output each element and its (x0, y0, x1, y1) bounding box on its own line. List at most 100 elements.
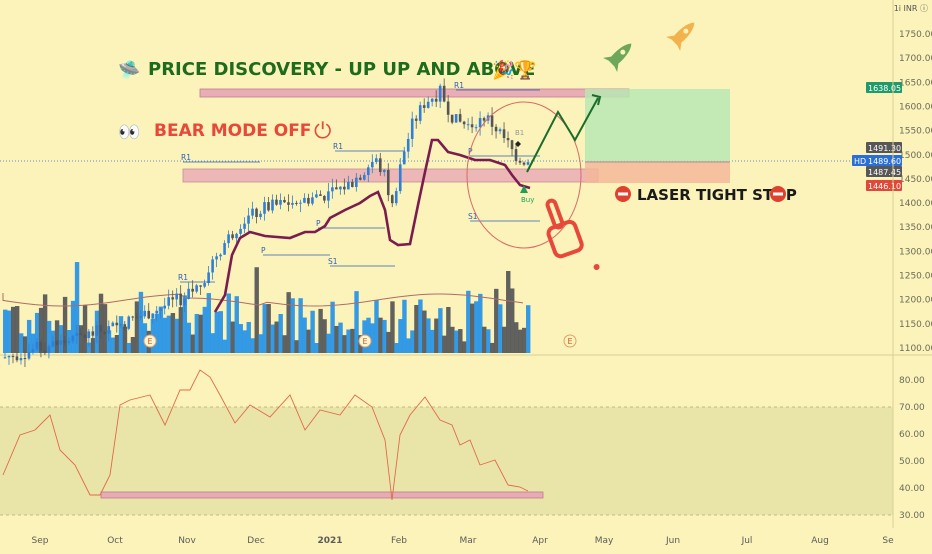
candle-body (390, 195, 394, 204)
forecast-path (526, 97, 599, 173)
volume-bar (326, 333, 331, 353)
volume-bar (370, 323, 375, 353)
volume-bar (290, 298, 295, 353)
price-badge-text: 1491.30 (868, 144, 901, 153)
candle-body (370, 161, 374, 168)
candle-body (27, 351, 31, 359)
candle-body (43, 350, 47, 354)
candle-body (438, 85, 442, 102)
volume-bar (262, 304, 267, 353)
candle-body (359, 177, 362, 180)
volume-bar (22, 336, 28, 353)
price-axis-label: 1250.00 (899, 272, 932, 282)
volume-bar (434, 318, 439, 353)
bear-mode-text: BEAR MODE OFF (154, 121, 311, 141)
candle-body (219, 254, 222, 257)
rocket-window (683, 28, 689, 34)
volume-bar (214, 311, 219, 353)
rocket-icon (603, 43, 632, 72)
volume-bar (458, 329, 463, 353)
candle-body (91, 331, 95, 336)
rsi-band (0, 407, 893, 515)
candle-body (223, 243, 226, 255)
candle-body (406, 138, 410, 152)
candle-body (75, 333, 79, 336)
volume-bar (506, 271, 511, 353)
volume-bar (430, 329, 435, 353)
volume-bar (242, 330, 247, 353)
candle-body (339, 186, 342, 190)
volume-bar (306, 329, 311, 353)
volume-bar (234, 296, 239, 353)
candle-body (195, 285, 198, 292)
candle-body (127, 316, 131, 329)
volume-bar (206, 293, 212, 353)
price-axis-label: 1650.00 (899, 78, 932, 88)
volume-bar (410, 330, 415, 353)
candle-body (351, 181, 354, 187)
volume-bar (190, 334, 196, 353)
volume-bar (378, 317, 383, 353)
volume-bar (346, 329, 351, 353)
volume-bar (490, 342, 495, 353)
support-zone (182, 168, 599, 183)
volume-bar (522, 327, 527, 353)
rocket-fin (603, 56, 613, 61)
volume-bar (298, 298, 303, 353)
candle-body (151, 313, 155, 319)
price-axis-label: 1550.00 (899, 127, 932, 137)
title-annotation: 🛸 PRICE DISCOVERY - UP UP AND ABOVE 🎉🏆 (118, 59, 537, 81)
candle-body (450, 114, 454, 123)
price-axis-label: 1100.00 (899, 344, 932, 354)
volume-bar (70, 300, 76, 353)
volume-bar (166, 315, 172, 353)
hand-pointer-icon (545, 198, 600, 271)
time-axis-label: Mar (460, 536, 477, 546)
volume-bar (182, 295, 188, 353)
volume-bar (74, 262, 80, 353)
volume-bar (486, 329, 491, 353)
rsi-axis-label: 30.00 (899, 511, 925, 521)
price-axis-label: 1500.00 (899, 151, 932, 161)
laser-stop-text: LASER TIGHT STOP (637, 186, 797, 204)
pivot-label: P (468, 147, 473, 156)
candle-body (55, 341, 59, 345)
volume-bar (82, 305, 88, 353)
buy-marker (520, 185, 528, 193)
candle-body (518, 160, 522, 163)
candle-body (410, 118, 414, 139)
volume-bar (18, 333, 24, 353)
hand-cuff (593, 264, 600, 271)
candle-body (458, 114, 462, 122)
price-axis-label: 1750.00 (899, 30, 932, 40)
price-badge-text: 1446.10 (868, 182, 901, 191)
candle-body (191, 288, 194, 292)
price-axis-label: 1300.00 (899, 247, 932, 257)
candle-body (506, 138, 510, 141)
time-axis-label: May (595, 536, 614, 546)
candle-body (367, 167, 370, 176)
volume-bar (466, 290, 471, 353)
candle-body (139, 316, 143, 318)
time-axis-label: Apr (532, 536, 548, 546)
price-axis-label: 1200.00 (899, 296, 932, 306)
candle-body (199, 285, 202, 287)
candle-body (171, 297, 174, 300)
candle-body (255, 208, 258, 218)
candle-body (422, 105, 426, 108)
candle-body (291, 202, 294, 205)
rsi-axis-label: 60.00 (899, 430, 925, 440)
candle-body (71, 335, 75, 342)
rocket-fin (666, 35, 676, 40)
price-badge-text: 1487.45 (868, 168, 901, 177)
candle-body (235, 233, 238, 239)
candle-body (327, 191, 330, 201)
volume-bar (302, 317, 307, 353)
candle-body (315, 194, 318, 198)
candle-body (11, 356, 15, 358)
candle-body (35, 341, 39, 350)
volume-bar (494, 288, 499, 353)
volume-bar (238, 324, 243, 353)
volume-bar (90, 338, 96, 353)
